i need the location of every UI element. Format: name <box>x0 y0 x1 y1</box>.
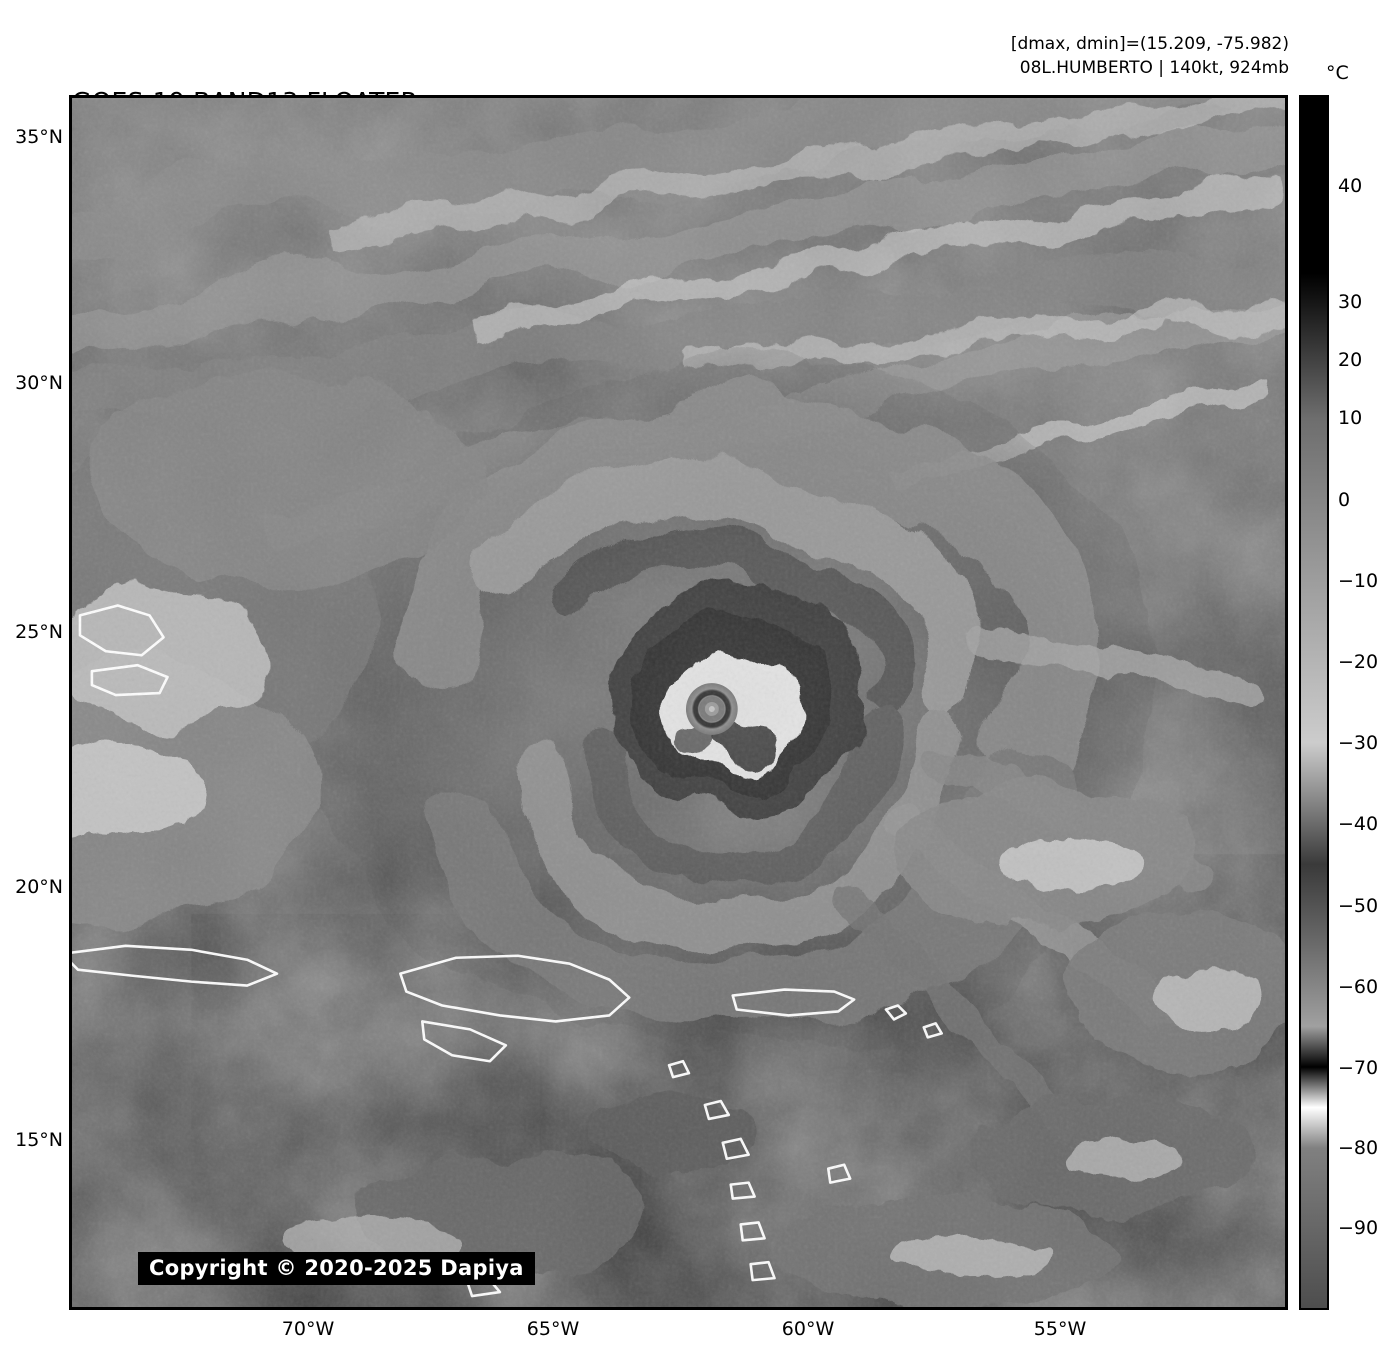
header-metadata: [dmax, dmin]=(15.209, -75.982) 08L.HUMBE… <box>1011 32 1289 80</box>
colorbar-tick-1: 30 <box>1338 291 1363 313</box>
colorbar-border <box>1299 95 1329 1310</box>
colorbar-tick-11: −70 <box>1338 1057 1379 1079</box>
lon-tick-label-2: 60°W <box>781 1318 835 1340</box>
colorbar-tick-4: 0 <box>1338 489 1351 511</box>
dmax-dmin-readout: [dmax, dmin]=(15.209, -75.982) <box>1010 34 1289 54</box>
storm-intensity-readout: 08L.HUMBERTO | 140kt, 924mb <box>1019 58 1289 78</box>
lat-tick-label-4: 15°N <box>15 1129 63 1151</box>
colorbar-tick-0: 40 <box>1338 175 1363 197</box>
lon-tick-label-1: 65°W <box>526 1318 580 1340</box>
copyright-banner: Copyright © 2020-2025 Dapiya <box>138 1252 535 1285</box>
colorbar-tick-8: −40 <box>1338 813 1379 835</box>
lat-tick-label-1: 30°N <box>15 372 63 394</box>
colorbar-gradient <box>1299 95 1329 1310</box>
colorbar-tick-10: −60 <box>1338 976 1379 998</box>
colorbar-tick-12: −80 <box>1338 1137 1379 1159</box>
colorbar-tick-9: −50 <box>1338 895 1379 917</box>
lat-tick-label-2: 25°N <box>15 621 63 643</box>
lon-tick-label-0: 70°W <box>281 1318 335 1340</box>
lon-tick-label-3: 55°W <box>1033 1318 1087 1340</box>
colorbar-tick-2: 20 <box>1338 349 1363 371</box>
satellite-image-panel[interactable]: Copyright © 2020-2025 Dapiya <box>69 95 1288 1310</box>
colorbar-tick-3: 10 <box>1338 407 1363 429</box>
colorbar-tick-7: −30 <box>1338 732 1379 754</box>
colorbar-tick-5: −10 <box>1338 570 1379 592</box>
temperature-colorbar[interactable] <box>1299 95 1329 1310</box>
lat-tick-label-3: 20°N <box>15 876 63 898</box>
infrared-satellite-imagery <box>72 98 1285 1307</box>
lat-tick-label-0: 35°N <box>15 126 63 148</box>
colorbar-tick-13: −90 <box>1338 1217 1379 1239</box>
colorbar-units-label: °C <box>1326 62 1349 84</box>
colorbar-tick-6: −20 <box>1338 651 1379 673</box>
